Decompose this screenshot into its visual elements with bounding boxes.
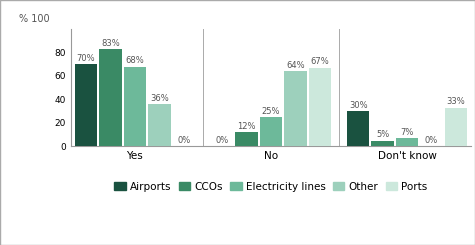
Bar — [396, 138, 418, 147]
Bar — [99, 49, 122, 147]
Bar — [124, 67, 146, 147]
Text: 36%: 36% — [150, 94, 169, 103]
Text: 68%: 68% — [125, 56, 144, 65]
Text: 12%: 12% — [237, 122, 256, 131]
Bar — [260, 117, 282, 147]
Text: 67%: 67% — [311, 57, 329, 66]
Bar — [371, 141, 394, 147]
Bar — [347, 111, 370, 147]
Text: 70%: 70% — [76, 54, 95, 63]
Text: 33%: 33% — [446, 97, 466, 106]
Bar — [309, 68, 331, 147]
Text: % 100: % 100 — [19, 14, 50, 24]
Text: 5%: 5% — [376, 130, 389, 139]
Bar — [235, 132, 258, 147]
Bar — [75, 64, 97, 147]
Text: 64%: 64% — [286, 61, 304, 70]
Text: 7%: 7% — [400, 128, 414, 137]
Text: 83%: 83% — [101, 39, 120, 48]
Text: 0%: 0% — [425, 136, 438, 145]
Bar — [445, 108, 467, 147]
Text: 25%: 25% — [262, 107, 280, 116]
Text: 0%: 0% — [215, 136, 228, 145]
Bar — [284, 71, 307, 147]
Legend: Airports, CCOs, Electricity lines, Other, Ports: Airports, CCOs, Electricity lines, Other… — [110, 177, 432, 196]
Text: 0%: 0% — [177, 136, 190, 145]
Text: 30%: 30% — [349, 101, 368, 110]
Bar — [148, 104, 171, 147]
